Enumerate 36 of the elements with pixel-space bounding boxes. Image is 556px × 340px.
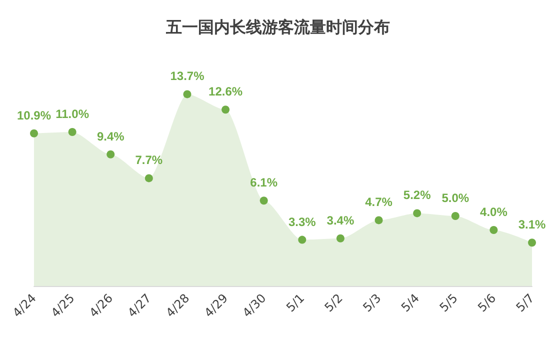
x-tick-label: 5/1 bbox=[284, 291, 308, 315]
x-tick-label: 5/4 bbox=[398, 291, 422, 315]
point bbox=[30, 129, 38, 138]
data-label: 10.9% bbox=[16, 108, 52, 122]
x-tick-label: 5/7 bbox=[513, 291, 537, 315]
x-tick-label: 5/5 bbox=[436, 291, 460, 315]
point bbox=[183, 90, 192, 98]
point bbox=[298, 236, 306, 244]
point bbox=[451, 212, 460, 220]
point bbox=[106, 150, 115, 158]
data-label: 3.4% bbox=[326, 213, 354, 228]
point bbox=[68, 128, 76, 136]
point bbox=[374, 216, 383, 224]
point bbox=[260, 196, 268, 205]
data-label: 4.0% bbox=[480, 205, 508, 219]
data-label: 12.6% bbox=[208, 84, 243, 99]
point bbox=[222, 106, 230, 114]
data-label: 7.7% bbox=[135, 153, 163, 168]
x-tick-label: 5/6 bbox=[475, 291, 499, 315]
data-label: 3.3% bbox=[288, 214, 316, 229]
data-label: 11.0% bbox=[56, 107, 90, 121]
point bbox=[490, 226, 498, 234]
point bbox=[336, 234, 344, 242]
data-label: 6.1% bbox=[250, 176, 278, 190]
data-label: 5.0% bbox=[442, 191, 470, 205]
point bbox=[144, 174, 153, 182]
data-label: 5.2% bbox=[403, 188, 432, 202]
chart-title: 五一国内长线游客流量时间分布 bbox=[165, 18, 390, 36]
data-label: 4.7% bbox=[365, 195, 393, 210]
data-label: 13.7% bbox=[170, 69, 205, 84]
point bbox=[528, 238, 536, 247]
data-label: 3.1% bbox=[518, 218, 546, 232]
point bbox=[413, 209, 422, 218]
x-tick-label: 5/3 bbox=[360, 291, 384, 315]
data-label: 9.4% bbox=[96, 129, 125, 144]
x-tick-label: 5/2 bbox=[322, 291, 346, 315]
